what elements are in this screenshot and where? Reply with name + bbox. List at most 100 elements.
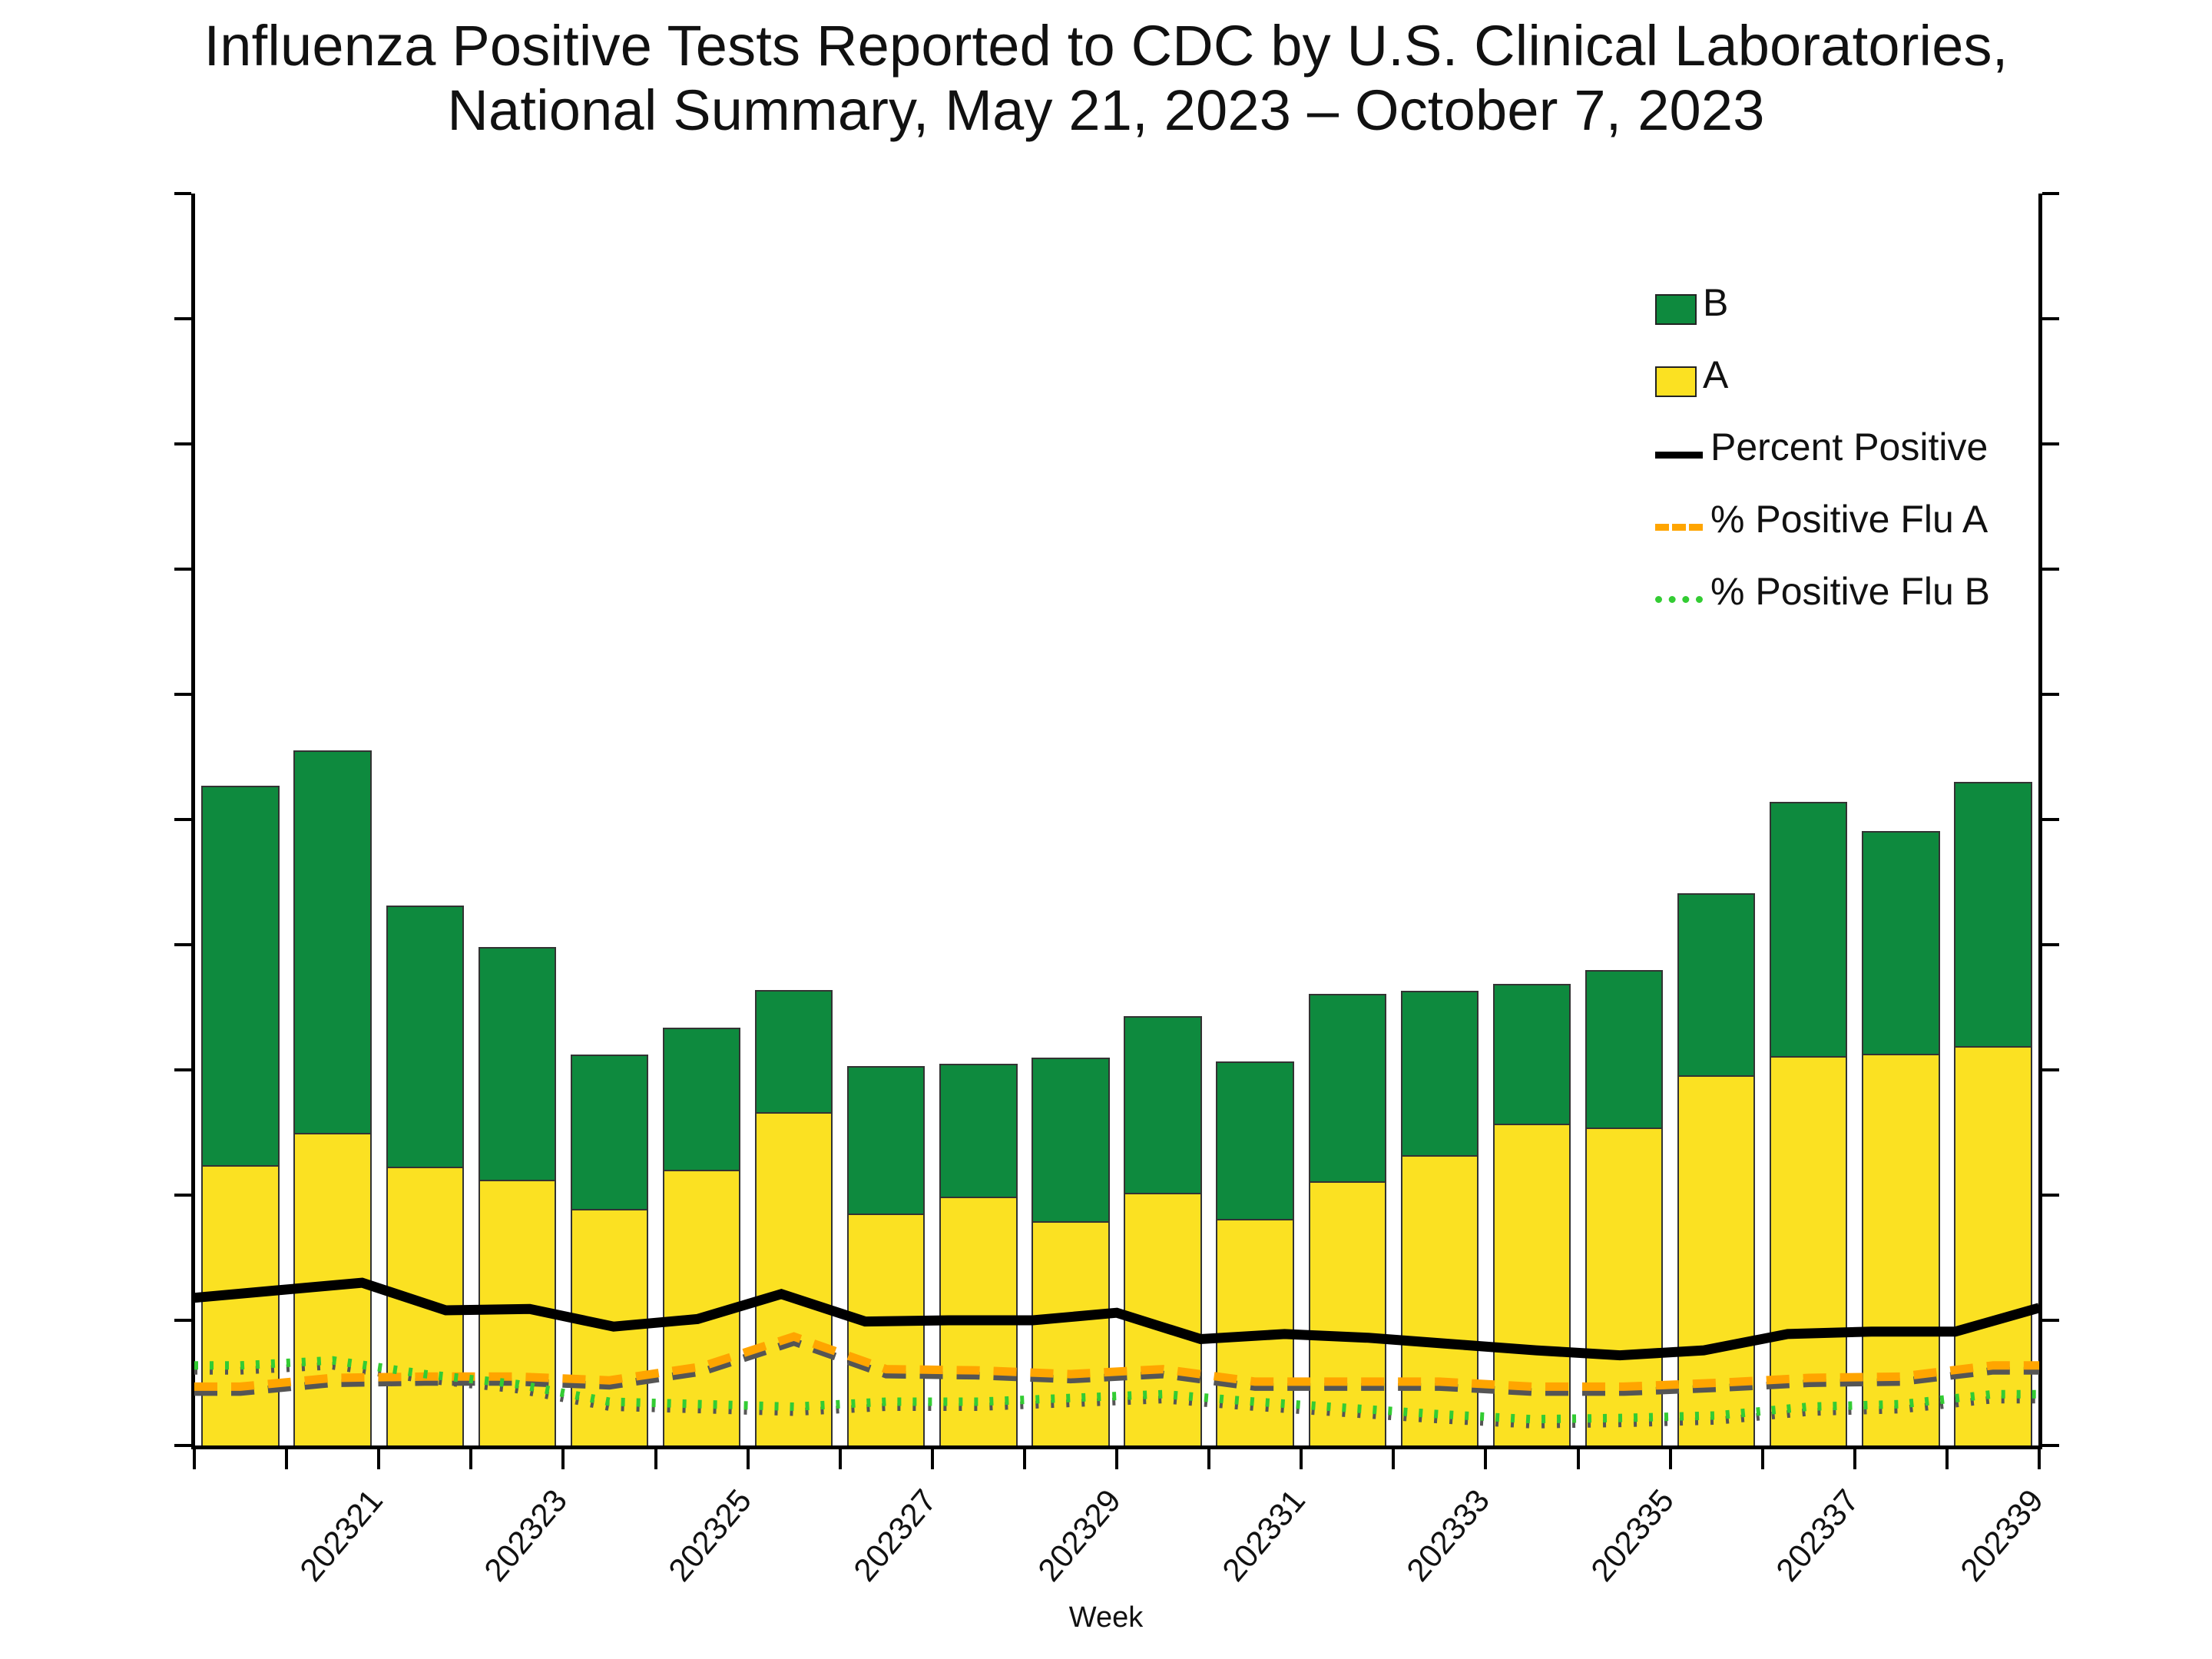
x-axis-tick bbox=[1668, 1449, 1672, 1469]
y-axis-left-tick bbox=[174, 568, 191, 571]
legend-marker bbox=[1655, 294, 1697, 325]
bar-segment-flu-b[interactable] bbox=[1308, 993, 1386, 1182]
legend-marker bbox=[1655, 366, 1697, 397]
bar-segment-flu-b[interactable] bbox=[847, 1066, 926, 1214]
bar-segment-flu-b[interactable] bbox=[939, 1063, 1018, 1197]
bar-group[interactable] bbox=[1954, 194, 2032, 1445]
bar-group[interactable] bbox=[293, 194, 372, 1445]
y-axis-left-tick bbox=[174, 1319, 191, 1322]
x-axis-tick bbox=[1115, 1449, 1118, 1469]
bar-segment-flu-b[interactable] bbox=[1677, 893, 1756, 1075]
x-axis-tick bbox=[469, 1449, 473, 1469]
y-axis-left-tick bbox=[174, 1194, 191, 1197]
bar-segment-flu-b[interactable] bbox=[386, 906, 464, 1167]
bar-segment-flu-a[interactable] bbox=[201, 1164, 280, 1445]
legend-item-label: Percent Positive bbox=[1710, 426, 1988, 469]
bar-segment-flu-b[interactable] bbox=[1216, 1061, 1294, 1219]
x-axis-tick bbox=[1760, 1449, 1764, 1469]
bar-segment-flu-b[interactable] bbox=[478, 947, 557, 1181]
y-axis-right-tick bbox=[2042, 943, 2059, 946]
x-axis-tick bbox=[193, 1449, 196, 1469]
x-axis-tick-label: 202329 bbox=[1030, 1482, 1128, 1588]
bar-segment-flu-b[interactable] bbox=[570, 1055, 649, 1209]
bar-group[interactable] bbox=[1677, 194, 1756, 1445]
y-axis-right-tick bbox=[2042, 442, 2059, 445]
bar-segment-flu-b[interactable] bbox=[662, 1027, 741, 1171]
x-axis-tick bbox=[285, 1449, 289, 1469]
x-axis-tick-label: 202331 bbox=[1215, 1482, 1313, 1588]
bar-group[interactable] bbox=[1031, 194, 1110, 1445]
bar-segment-flu-b[interactable] bbox=[293, 750, 372, 1133]
plot-area: 01002003004005006007008009001000 0123456… bbox=[174, 192, 2059, 1588]
y-axis-right-tick bbox=[2042, 1444, 2059, 1447]
y-axis-right-tick bbox=[2042, 1194, 2059, 1197]
bar-segment-flu-b[interactable] bbox=[1862, 830, 1940, 1054]
legend-marker bbox=[1655, 511, 1703, 531]
dotted-line-icon bbox=[1655, 596, 1703, 603]
bar-segment-flu-b[interactable] bbox=[1400, 991, 1479, 1155]
x-axis-tick bbox=[2038, 1449, 2041, 1469]
bar-segment-flu-b[interactable] bbox=[1492, 983, 1571, 1124]
x-axis-tick bbox=[1853, 1449, 1856, 1469]
x-axis-tick bbox=[654, 1449, 657, 1469]
x-axis-tick-label: 202327 bbox=[846, 1482, 943, 1588]
bar-segment-flu-a[interactable] bbox=[1308, 1181, 1386, 1445]
x-axis-tick bbox=[838, 1449, 842, 1469]
solid-line-icon bbox=[1655, 452, 1703, 459]
bar-segment-flu-b[interactable] bbox=[754, 989, 833, 1113]
bar-segment-flu-a[interactable] bbox=[1031, 1221, 1110, 1445]
legend-item-label: A bbox=[1703, 353, 1729, 396]
bar-group[interactable] bbox=[1308, 194, 1386, 1445]
x-axis-tick bbox=[377, 1449, 381, 1469]
x-axis-tick bbox=[561, 1449, 565, 1469]
bar-segment-flu-b[interactable] bbox=[1031, 1057, 1110, 1222]
x-axis-tick-label: 202339 bbox=[1952, 1482, 2051, 1588]
y-axis-right-tick bbox=[2042, 317, 2059, 320]
chart-title-line-1: Influenza Positive Tests Reported to CDC… bbox=[204, 14, 2008, 78]
x-axis-tick bbox=[1022, 1449, 1026, 1469]
bar-segment-flu-a[interactable] bbox=[847, 1214, 926, 1445]
x-axis-tick bbox=[746, 1449, 750, 1469]
bar-segment-flu-a[interactable] bbox=[754, 1112, 833, 1445]
x-axis-tick-label: 202325 bbox=[661, 1482, 759, 1588]
y-axis-right-tick bbox=[2042, 568, 2059, 571]
bar-segment-flu-a[interactable] bbox=[1954, 1046, 2032, 1445]
y-axis-right-tick bbox=[2042, 1319, 2059, 1322]
bar-segment-flu-b[interactable] bbox=[201, 786, 280, 1165]
legend-item-label: B bbox=[1703, 281, 1729, 324]
y-axis-right-tick bbox=[2042, 1068, 2059, 1071]
y-axis-left-tick bbox=[174, 442, 191, 445]
x-axis-tick bbox=[1300, 1449, 1303, 1469]
x-axis-tick bbox=[1392, 1449, 1396, 1469]
x-axis-tick bbox=[1484, 1449, 1488, 1469]
bar-group[interactable] bbox=[754, 194, 833, 1445]
bar-segment-flu-b[interactable] bbox=[1770, 802, 1848, 1057]
bar-segment-flu-b[interactable] bbox=[1124, 1015, 1202, 1193]
line-percent-positive-flu-b bbox=[194, 1356, 2039, 1424]
legend-marker bbox=[1655, 583, 1703, 603]
legend-item-label: % Positive Flu A bbox=[1710, 498, 1988, 541]
y-axis-left-tick bbox=[174, 1444, 191, 1447]
x-axis-tick-label: 202321 bbox=[293, 1482, 390, 1588]
x-axis-tick bbox=[1945, 1449, 1949, 1469]
y-axis-right-line bbox=[2038, 194, 2042, 1449]
bar-group[interactable] bbox=[1862, 194, 1940, 1445]
dashed-line-icon bbox=[1655, 524, 1703, 531]
bar-segment-flu-a[interactable] bbox=[1400, 1154, 1479, 1445]
x-axis-line bbox=[191, 1445, 2042, 1449]
bar-segment-flu-b[interactable] bbox=[1954, 782, 2032, 1047]
y-axis-left-tick bbox=[174, 1068, 191, 1071]
line-percent-positive bbox=[194, 1277, 2039, 1361]
x-axis-tick-label: 202333 bbox=[1399, 1482, 1497, 1588]
y-axis-left-tick bbox=[174, 192, 191, 195]
bar-group[interactable] bbox=[847, 194, 926, 1445]
bar-group[interactable] bbox=[201, 194, 280, 1445]
line-percent-positive-flu-b-shadow bbox=[194, 1362, 2039, 1429]
legend-marker bbox=[1655, 439, 1703, 459]
bar-group[interactable] bbox=[1400, 194, 1479, 1445]
x-axis-tick-label: 202335 bbox=[1584, 1482, 1681, 1588]
chart-title: Influenza Positive Tests Reported to CDC… bbox=[0, 14, 2212, 144]
bar-segment-flu-b[interactable] bbox=[1584, 969, 1664, 1128]
line-series-group bbox=[194, 1277, 2039, 1429]
y-axis-left-tick bbox=[174, 693, 191, 696]
